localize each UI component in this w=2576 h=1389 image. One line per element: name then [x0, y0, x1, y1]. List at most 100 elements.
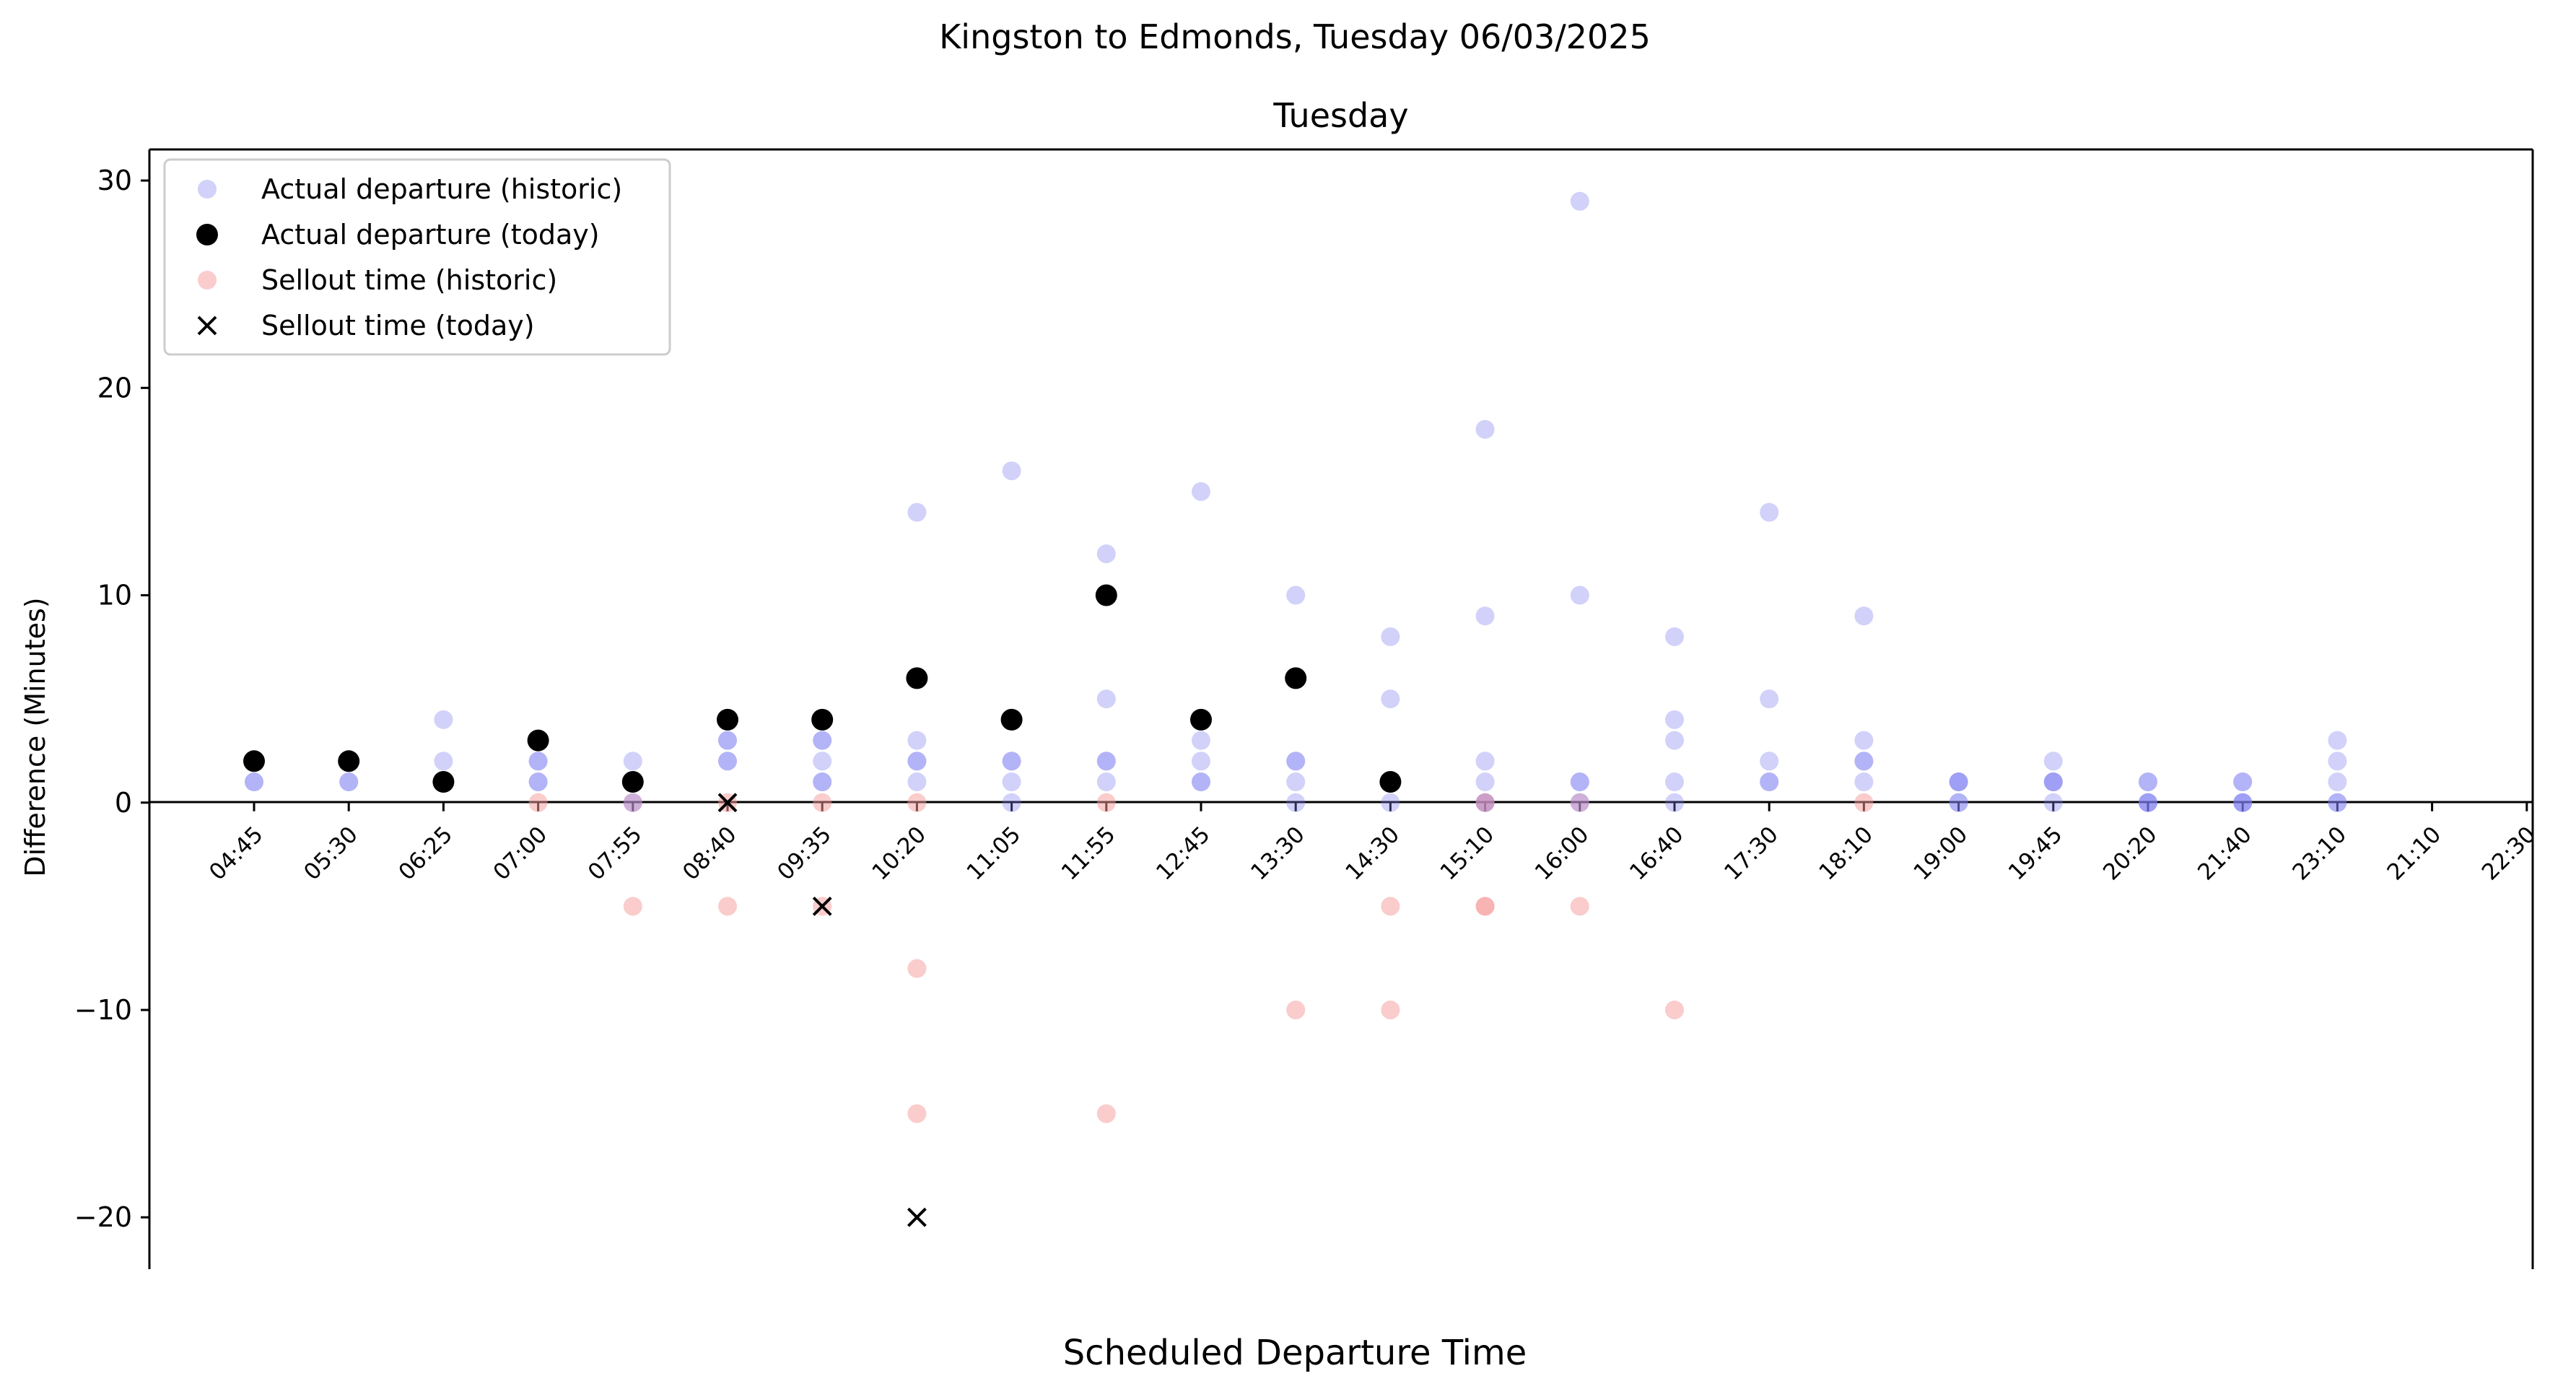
data-point: [1570, 793, 1589, 812]
series-2: [243, 584, 1402, 793]
x-tick-label: 15:10: [1436, 822, 1500, 886]
data-point: [528, 752, 548, 771]
data-point: [813, 793, 832, 812]
legend: Actual departure (historic) Actual depart…: [163, 158, 671, 356]
data-point: [1286, 793, 1306, 812]
data-point: [1570, 772, 1589, 792]
data-point: [2233, 793, 2253, 812]
data-point: [1286, 585, 1306, 605]
data-point: [2043, 772, 2063, 792]
data-point: [2043, 793, 2063, 812]
data-point: [2233, 793, 2253, 812]
legend-marker: [198, 180, 217, 199]
data-point: [1665, 793, 1684, 812]
data-point: [1949, 772, 1968, 792]
x-tick-label: 12:45: [1151, 822, 1215, 886]
data-point: [1570, 793, 1589, 812]
x-tick-label: 14:30: [1340, 822, 1405, 886]
x-tick-label: 04:45: [204, 822, 268, 886]
data-point: [1285, 667, 1307, 689]
data-point: [907, 502, 927, 522]
data-point: [2139, 772, 2157, 792]
legend-label: Actual departure (historic): [261, 173, 622, 205]
data-point: [2043, 772, 2063, 792]
data-point: [907, 959, 927, 978]
legend-label: Sellout time (today): [261, 310, 535, 341]
data-point: [1475, 793, 1495, 812]
data-point: [245, 772, 263, 792]
data-point: [338, 750, 360, 772]
data-point: [907, 772, 927, 792]
data-point: [718, 731, 737, 750]
data-point: [1760, 502, 1779, 522]
legend-marker: [196, 224, 218, 245]
data-point: [1949, 793, 1968, 812]
data-point: [2328, 731, 2347, 750]
data-points: [243, 191, 2347, 1227]
data-point: [2139, 793, 2157, 812]
x-tick-label: 09:35: [772, 822, 837, 886]
data-point: [1665, 731, 1684, 750]
x-tick-label: 19:00: [1909, 822, 1973, 886]
data-point: [1665, 772, 1684, 792]
data-point: [1096, 752, 1116, 771]
data-point: [1096, 793, 1116, 812]
data-point: [528, 772, 548, 792]
y-tick-label: 20: [97, 372, 132, 404]
x-tick-label: 10:20: [867, 822, 931, 886]
data-point: [1286, 752, 1306, 771]
y-tick-label: −20: [74, 1201, 132, 1233]
data-point: [621, 771, 644, 793]
data-point: [243, 750, 265, 772]
data-point: [1475, 606, 1495, 626]
data-point: [717, 793, 738, 813]
data-point: [434, 752, 453, 771]
data-point: [1381, 793, 1400, 812]
data-point: [1379, 771, 1402, 793]
x-tick-label: 11:05: [962, 822, 1026, 886]
data-point: [1475, 772, 1495, 792]
x-tick-label: 07:00: [489, 822, 553, 886]
data-point: [813, 752, 832, 771]
data-point: [1095, 584, 1117, 606]
data-point: [907, 1207, 927, 1227]
data-point: [2328, 772, 2347, 792]
data-point: [1381, 627, 1400, 646]
data-point: [434, 710, 453, 729]
data-point: [2043, 752, 2063, 771]
data-point: [245, 772, 263, 792]
series-4: [717, 793, 927, 1227]
data-point: [1096, 772, 1116, 792]
data-point: [2043, 772, 2063, 792]
data-point: [907, 752, 927, 771]
x-tick-label: 21:40: [2193, 822, 2257, 886]
x-tick-label: 18:10: [1814, 822, 1878, 886]
y-axis-label: Difference (Minutes): [19, 597, 51, 876]
data-point: [907, 1104, 927, 1123]
y-ticks: −20 −10 0 10 20 30: [74, 165, 149, 1233]
data-point: [1665, 1000, 1684, 1019]
data-point: [1760, 772, 1779, 792]
data-point: [623, 897, 642, 916]
data-point: [2233, 772, 2253, 792]
legend-marker: [197, 315, 217, 336]
data-point: [528, 793, 548, 812]
data-point: [1475, 793, 1495, 812]
data-point: [1192, 482, 1210, 501]
x-tick-label: 16:00: [1530, 822, 1594, 886]
data-point: [1570, 772, 1589, 792]
data-point: [1854, 752, 1874, 771]
data-point: [1286, 1000, 1306, 1019]
x-tick-label: 20:20: [2098, 822, 2162, 886]
data-point: [528, 772, 548, 792]
data-point: [1760, 752, 1779, 771]
data-point: [1381, 897, 1400, 916]
data-point: [1002, 752, 1021, 771]
data-point: [528, 752, 548, 771]
x-ticks: 04:45 05:30 06:25 07:00 07:55 08:40 09:35 10:20…: [204, 802, 2541, 886]
data-point: [1854, 772, 1874, 792]
data-point: [1381, 689, 1400, 709]
data-point: [1002, 752, 1021, 771]
data-point: [813, 772, 832, 792]
